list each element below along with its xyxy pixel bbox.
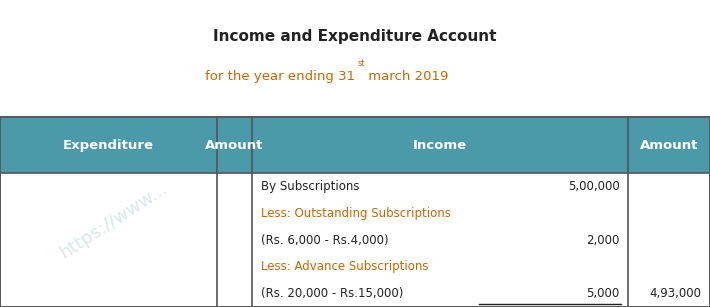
Text: 5,00,000: 5,00,000: [568, 180, 620, 193]
Text: 4,93,000: 4,93,000: [650, 287, 701, 300]
Text: Expenditure: Expenditure: [62, 138, 154, 152]
Text: https://www...: https://www...: [57, 180, 170, 262]
Bar: [628, 117, 710, 173]
Text: 5,000: 5,000: [586, 287, 620, 300]
Text: st: st: [357, 59, 365, 68]
Text: 2,000: 2,000: [586, 234, 620, 247]
Text: Income and Expenditure Account: Income and Expenditure Account: [213, 29, 497, 44]
Text: Income: Income: [413, 138, 467, 152]
Bar: [0, 117, 217, 173]
Text: (Rs. 20,000 - Rs.15,000): (Rs. 20,000 - Rs.15,000): [261, 287, 403, 300]
Text: (Rs. 6,000 - Rs.4,000): (Rs. 6,000 - Rs.4,000): [261, 234, 388, 247]
Text: for the year ending 31: for the year ending 31: [205, 70, 355, 83]
Text: Less: Advance Subscriptions: Less: Advance Subscriptions: [261, 260, 428, 274]
Text: Less: Outstanding Subscriptions: Less: Outstanding Subscriptions: [261, 207, 450, 220]
Bar: [0, 117, 710, 307]
Text: Amount: Amount: [640, 138, 699, 152]
Text: Amount: Amount: [205, 138, 263, 152]
Text: march 2019: march 2019: [364, 70, 449, 83]
Bar: [217, 117, 252, 173]
Bar: [252, 117, 628, 173]
Text: By Subscriptions: By Subscriptions: [261, 180, 359, 193]
